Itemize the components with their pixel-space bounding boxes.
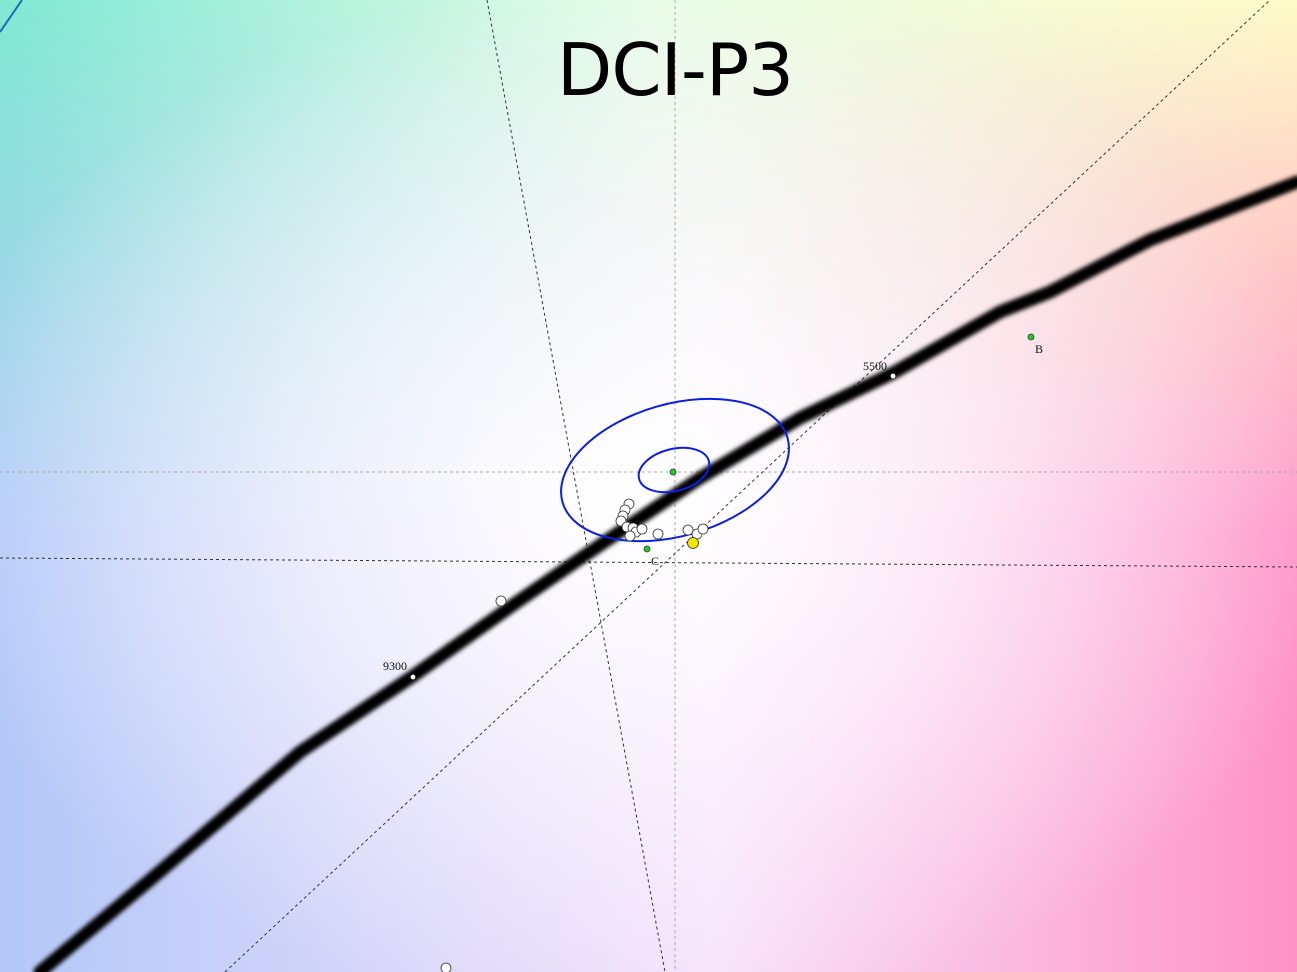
- reference-point-c: [643, 545, 651, 553]
- measured-point: [697, 523, 709, 535]
- measured-point: [624, 530, 636, 542]
- measured-point: [495, 595, 507, 607]
- diagonal-reference-line: [224, 0, 1271, 972]
- reference-point-b: [1027, 333, 1035, 341]
- highlight-point: [687, 537, 699, 549]
- gamut-edge: [0, 0, 23, 33]
- measured-point: [652, 528, 664, 540]
- tilted-reference-line: [486, 0, 666, 972]
- measured-point: [682, 524, 694, 536]
- horizontal-reference-line-2: [0, 557, 1297, 568]
- point-label-b: B: [1035, 342, 1043, 356]
- cct-label-5500: 5500: [863, 359, 887, 373]
- reference-point-target: [669, 468, 677, 476]
- point-label-c: C: [651, 554, 659, 568]
- chart-title: DCI-P3: [556, 28, 794, 112]
- measured-point: [440, 962, 452, 972]
- planckian-locus: [33, 175, 1297, 972]
- tolerance-ellipse-small: [637, 446, 711, 494]
- cct-marker-5500: [890, 373, 896, 379]
- cct-marker-9300: [410, 674, 416, 680]
- measured-point: [636, 523, 648, 535]
- cct-label-9300: 9300: [383, 659, 407, 673]
